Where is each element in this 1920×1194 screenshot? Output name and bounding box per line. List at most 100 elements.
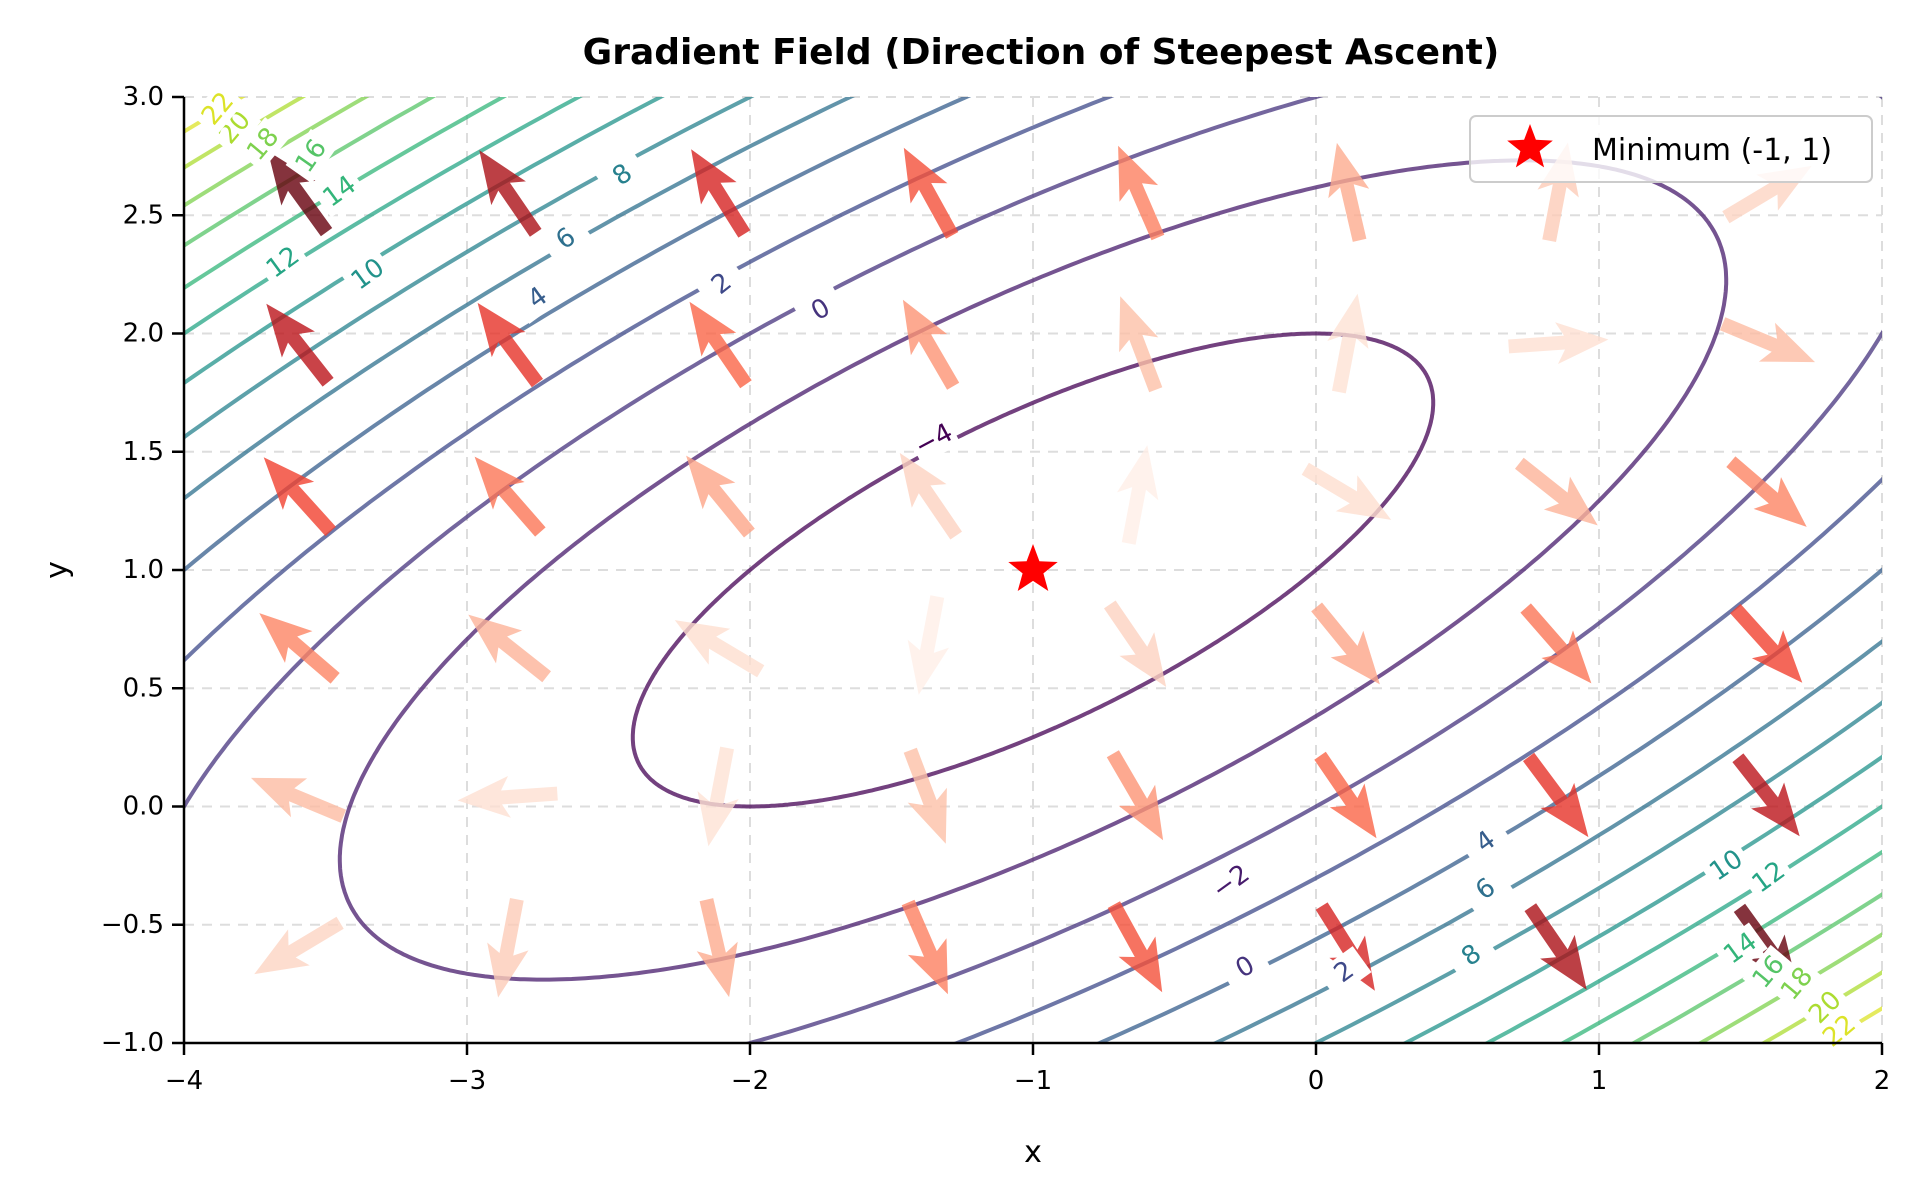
gradient-arrows: [251, 142, 1815, 998]
gradient-arrow: [1515, 457, 1598, 526]
tick-labels: −4 −3 −2 −1 0 1 2 −1.0 −0.5 0.0 0.5 1.0 1.5 2.0 2.5 3.0: [101, 82, 1890, 1096]
minimum-star-marker: [1008, 544, 1058, 591]
gradient-arrow: [251, 777, 347, 823]
y-tick-label: 0.5: [123, 673, 164, 703]
contour-label-gap: [1317, 946, 1372, 998]
gradient-arrow: [267, 151, 333, 237]
x-axis-label: x: [1024, 1135, 1042, 1170]
gradient-arrow: [1730, 603, 1803, 683]
contour-label-gap: [1699, 840, 1754, 892]
gradient-arrow: [686, 455, 755, 538]
contour-label-gap: [1203, 856, 1259, 909]
contour-line: [337, 158, 1729, 982]
contour-label-gap: [907, 415, 961, 465]
contour-label-gap: [1458, 863, 1514, 916]
gradient-arrow: [266, 303, 334, 387]
contour-label-gap: [595, 149, 650, 201]
gradient-arrow: [901, 899, 948, 995]
gradient-arrow: [1524, 903, 1587, 990]
contour-label-gap: [208, 100, 262, 155]
gradient-arrow: [1314, 751, 1377, 839]
gradient-arrow: [1118, 145, 1165, 241]
contour-label-gap: [1444, 929, 1499, 982]
legend: Minimum (-1, 1): [1469, 115, 1873, 183]
contour-label-gap: [312, 165, 367, 218]
contour-label: −4: [910, 418, 958, 462]
gradient-arrow: [1732, 753, 1800, 837]
gradient-arrow: [1119, 296, 1163, 393]
gradient-arrow: [1726, 456, 1807, 527]
y-axis-label: y: [40, 561, 75, 579]
gradient-arrow: [674, 620, 765, 678]
gradient-arrow: [1311, 602, 1380, 685]
x-tick-label: −1: [1014, 1066, 1052, 1096]
x-tick-label: 1: [1591, 1066, 1608, 1096]
contour-label-gap: [694, 257, 749, 310]
gradient-arrow: [1719, 317, 1815, 363]
y-tick-label: 2.5: [123, 200, 164, 230]
contour-label-gap: [793, 284, 848, 335]
gradient-arrow: [254, 916, 344, 975]
gradient-arrow: [468, 614, 551, 683]
gradient-arrow: [691, 149, 751, 238]
y-tick-label: 1.0: [123, 555, 164, 585]
gradient-arrow: [903, 747, 947, 844]
gradient-arrow: [1523, 752, 1589, 838]
contour-label-gap: [285, 128, 338, 184]
x-tick-label: 0: [1308, 1066, 1325, 1096]
gradient-arrow: [696, 898, 738, 998]
y-tick-label: 0.0: [123, 792, 164, 822]
gradient-arrow: [1327, 293, 1369, 394]
contour-label-gap: [191, 81, 245, 136]
star-icon: [1507, 124, 1553, 168]
contour-line: [184, 97, 1882, 1043]
legend-box: [1469, 115, 1873, 183]
contour-labels: −4−2002244668810101212141416161818202022…: [191, 81, 1867, 1058]
contour-label-gap: [1741, 851, 1797, 904]
gradient-arrow: [903, 147, 959, 239]
contour-label-gap: [255, 236, 311, 289]
axes: [172, 95, 1884, 1055]
contour-label-gap: [1713, 922, 1768, 975]
gradient-arrow: [899, 453, 962, 540]
gradient-arrow: [259, 613, 340, 684]
gradient-arrow: [1117, 445, 1159, 545]
gradient-arrow: [1508, 322, 1609, 364]
contour-label-gap: [1812, 1004, 1867, 1058]
gradient-arrow: [474, 456, 546, 537]
legend-label: Minimum (-1, 1): [1592, 133, 1832, 168]
gradient-arrow: [1107, 901, 1163, 993]
gradient-arrow: [697, 746, 739, 847]
gradient-arrow: [902, 299, 960, 390]
y-tick-label: −1.0: [101, 1028, 164, 1058]
gradient-arrow: [477, 302, 543, 388]
contour-label-gap: [236, 117, 290, 172]
contour-label-gap: [1218, 942, 1273, 993]
gradient-arrow: [907, 595, 949, 695]
contour-label-gap: [510, 272, 565, 324]
gradient-arrow: [1301, 462, 1392, 520]
gradient-arrow: [479, 150, 542, 237]
contour-label-gap: [1770, 956, 1824, 1012]
x-tick-label: −4: [165, 1066, 203, 1096]
y-tick-label: 3.0: [123, 82, 164, 112]
y-tick-label: 1.5: [123, 437, 164, 467]
gradient-arrow: [1328, 142, 1370, 242]
gradient-arrow: [1520, 603, 1592, 684]
contour-label-gap: [538, 213, 594, 265]
x-tick-label: −2: [731, 1066, 769, 1096]
gradient-arrow: [1104, 600, 1167, 687]
contour-label: −2: [1207, 859, 1256, 906]
gradient-arrow: [1106, 750, 1164, 841]
gradient-arrow: [263, 457, 336, 537]
legend-star-icon: [1507, 124, 1553, 168]
y-tick-label: 2.0: [123, 319, 164, 349]
y-tick-label: −0.5: [101, 910, 164, 940]
x-tick-label: 2: [1874, 1066, 1891, 1096]
gradient-arrow: [457, 776, 558, 818]
gradient-arrow: [487, 898, 529, 998]
